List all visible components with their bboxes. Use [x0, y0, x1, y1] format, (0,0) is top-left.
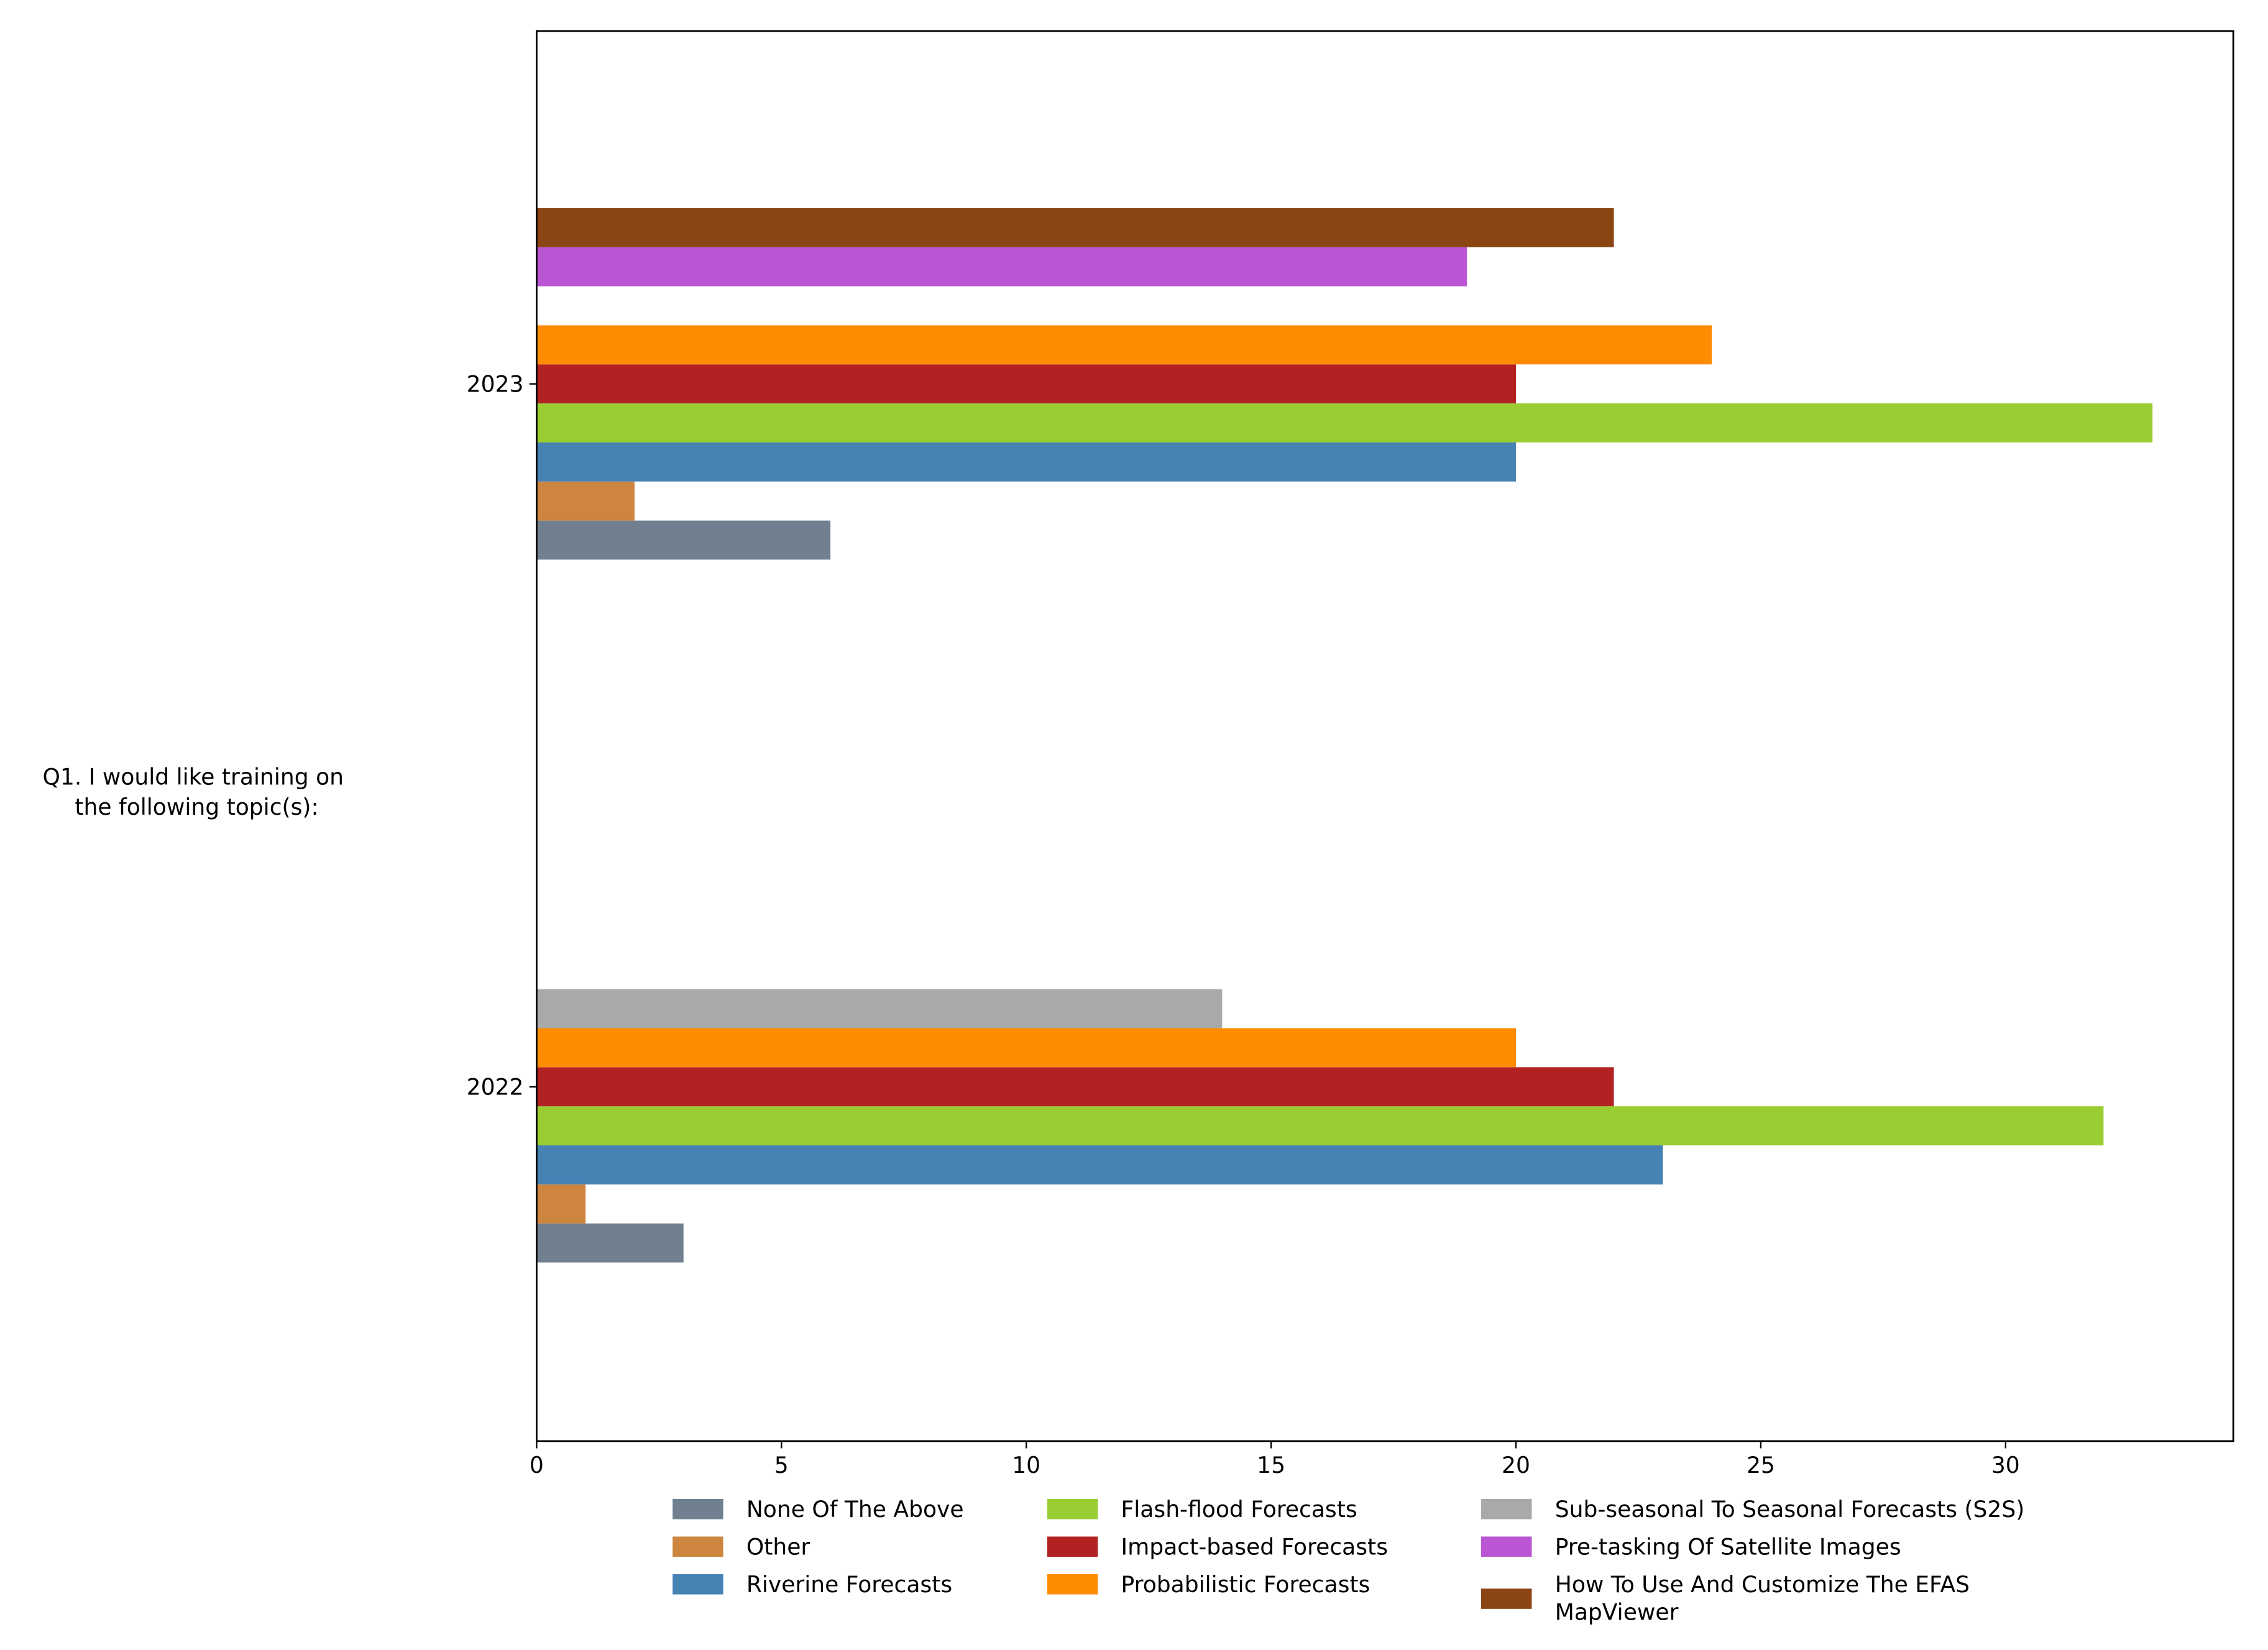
- legend-swatch: [1047, 1574, 1098, 1595]
- y-axis-label-line-1: Q1. I would like training on: [42, 764, 344, 790]
- y-axis: 2022 2023: [467, 372, 537, 1101]
- bar-2022-sub-seasonal-to-seasonal-forecasts-s2s: [536, 989, 1223, 1029]
- bar-2022-riverine-forecasts: [536, 1145, 1663, 1185]
- legend-item: Sub-seasonal To Seasonal Forecasts (S2S): [1481, 1496, 2024, 1523]
- bar-2023-pre-tasking-of-satellite-images: [536, 247, 1467, 286]
- legend-label-line: Impact-based Forecasts: [1121, 1534, 1388, 1561]
- legend-swatch: [1481, 1498, 1532, 1519]
- legend-label: Probabilistic Forecasts: [1121, 1572, 1370, 1598]
- legend-label-line: Riverine Forecasts: [746, 1572, 952, 1598]
- x-axis: 0 5 10 15 20 25 30: [530, 1441, 2020, 1478]
- bars-group: [536, 208, 2153, 1263]
- legend-label-line: None Of The Above: [746, 1496, 964, 1523]
- x-tick-label: 0: [530, 1452, 544, 1478]
- legend-item: None Of The Above: [673, 1496, 964, 1523]
- x-tick-label: 25: [1747, 1452, 1775, 1478]
- legend-label: Sub-seasonal To Seasonal Forecasts (S2S): [1555, 1496, 2025, 1523]
- legend-item: Impact-based Forecasts: [1047, 1534, 1388, 1561]
- legend-label-line: Sub-seasonal To Seasonal Forecasts (S2S): [1555, 1496, 2025, 1523]
- legend-swatch: [1047, 1498, 1098, 1519]
- legend-label: Riverine Forecasts: [746, 1572, 952, 1598]
- bar-2023-how-to-use-and-customize-the-efas-mapviewer: [536, 208, 1614, 247]
- bar-2022-probabilistic-forecasts: [536, 1028, 1517, 1068]
- x-tick-label: 5: [774, 1452, 789, 1478]
- legend-swatch: [1481, 1588, 1532, 1609]
- x-tick-label: 30: [1991, 1452, 2020, 1478]
- legend-label-line: Probabilistic Forecasts: [1121, 1572, 1370, 1598]
- legend-item: Pre-tasking Of Satellite Images: [1481, 1534, 1901, 1561]
- bar-2023-other: [536, 481, 635, 521]
- bar-2022-impact-based-forecasts: [536, 1067, 1614, 1107]
- bar-2023-flash-flood-forecasts: [536, 403, 2153, 442]
- legend-item: How To Use And Customize The EFAS MapView…: [1481, 1572, 1970, 1625]
- legend: None Of The Above Other Riverine Forecasts…: [673, 1496, 2024, 1625]
- legend-label: Pre-tasking Of Satellite Images: [1555, 1534, 1901, 1561]
- plot-frame: [535, 30, 2234, 1442]
- legend-label: Impact-based Forecasts: [1121, 1534, 1388, 1561]
- legend-label: Flash-flood Forecasts: [1121, 1496, 1357, 1523]
- legend-swatch: [1047, 1536, 1098, 1557]
- legend-label: How To Use And Customize The EFAS MapView…: [1555, 1572, 1970, 1625]
- x-tick-label: 15: [1257, 1452, 1285, 1478]
- legend-item: Other: [673, 1534, 810, 1561]
- bar-2022-flash-flood-forecasts: [536, 1106, 2104, 1145]
- bar-2022-other: [536, 1184, 586, 1224]
- y-tick-label: 2022: [467, 1075, 524, 1101]
- legend-label-line: How To Use And Customize The EFAS: [1555, 1572, 1970, 1598]
- legend-label: Other: [746, 1534, 810, 1561]
- bar-2023-riverine-forecasts: [536, 442, 1517, 482]
- legend-item: Flash-flood Forecasts: [1047, 1496, 1357, 1523]
- bar-2022-none-of-the-above: [536, 1223, 684, 1263]
- legend-swatch: [673, 1536, 723, 1557]
- legend-item: Probabilistic Forecasts: [1047, 1572, 1370, 1598]
- y-tick-label: 2023: [467, 372, 524, 398]
- x-tick-label: 10: [1012, 1452, 1040, 1478]
- legend-swatch: [673, 1574, 723, 1595]
- legend-label-line: Other: [746, 1534, 810, 1561]
- legend-label-line: Pre-tasking Of Satellite Images: [1555, 1534, 1901, 1561]
- bar-2023-impact-based-forecasts: [536, 364, 1517, 404]
- bar-2023-probabilistic-forecasts: [536, 325, 1712, 365]
- y-axis-label-line-2: the following topic(s):: [75, 794, 318, 820]
- x-tick-label: 20: [1502, 1452, 1530, 1478]
- legend-item: Riverine Forecasts: [673, 1572, 952, 1598]
- bar-2023-none-of-the-above: [536, 520, 831, 560]
- y-axis-label: Q1. I would like training on the followi…: [42, 764, 351, 820]
- legend-label-line: Flash-flood Forecasts: [1121, 1496, 1357, 1523]
- legend-label: None Of The Above: [746, 1496, 964, 1523]
- legend-label-line: MapViewer: [1555, 1599, 1679, 1625]
- legend-swatch: [673, 1498, 723, 1519]
- legend-swatch: [1481, 1536, 1532, 1557]
